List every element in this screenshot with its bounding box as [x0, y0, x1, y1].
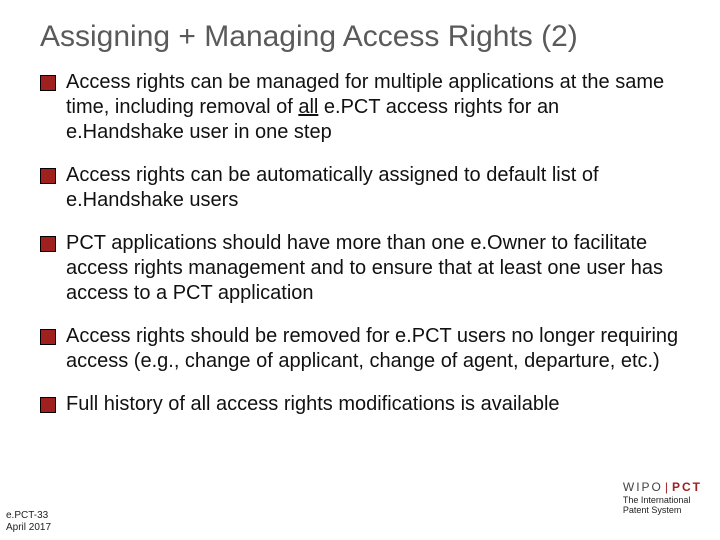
bullet-text: Access rights can be managed for multipl…	[66, 70, 680, 145]
brand-line: WIPO|PCT	[623, 480, 702, 494]
slide: Assigning + Managing Access Rights (2) A…	[0, 0, 720, 540]
square-bullet-icon	[40, 236, 56, 252]
bullet-text: Access rights should be removed for e.PC…	[66, 324, 680, 374]
bullet-text: PCT applications should have more than o…	[66, 231, 680, 306]
brand-wipo: WIPO	[623, 480, 663, 494]
bullet-list: Access rights can be managed for multipl…	[40, 70, 680, 435]
bullet-text-pre: Access rights should be removed for e.PC…	[66, 325, 678, 372]
brand-sub-line2: Patent System	[623, 506, 702, 516]
bullet-item: Access rights should be removed for e.PC…	[40, 324, 680, 374]
bullet-item: PCT applications should have more than o…	[40, 231, 680, 306]
footer-brand: WIPO|PCT The International Patent System	[623, 480, 702, 516]
square-bullet-icon	[40, 397, 56, 413]
bullet-text-pre: Access rights can be automatically assig…	[66, 164, 599, 211]
bullet-text: Full history of all access rights modifi…	[66, 392, 680, 417]
bullet-text-pre: PCT applications should have more than o…	[66, 232, 663, 304]
square-bullet-icon	[40, 329, 56, 345]
brand-subtitle: The International Patent System	[623, 496, 702, 516]
bullet-item: Access rights can be automatically assig…	[40, 163, 680, 213]
footer-date: April 2017	[6, 522, 51, 534]
bullet-text-pre: Full history of all access rights modifi…	[66, 393, 560, 415]
brand-pct: PCT	[672, 480, 702, 494]
square-bullet-icon	[40, 75, 56, 91]
square-bullet-icon	[40, 168, 56, 184]
slide-title: Assigning + Managing Access Rights (2)	[40, 20, 680, 54]
bullet-text: Access rights can be automatically assig…	[66, 163, 680, 213]
bullet-text-underlined: all	[298, 96, 318, 118]
footer-left: e.PCT-33 April 2017	[6, 510, 51, 534]
footer-slide-id: e.PCT-33	[6, 510, 51, 522]
bullet-item: Full history of all access rights modifi…	[40, 392, 680, 417]
bullet-item: Access rights can be managed for multipl…	[40, 70, 680, 145]
brand-separator: |	[663, 480, 672, 494]
